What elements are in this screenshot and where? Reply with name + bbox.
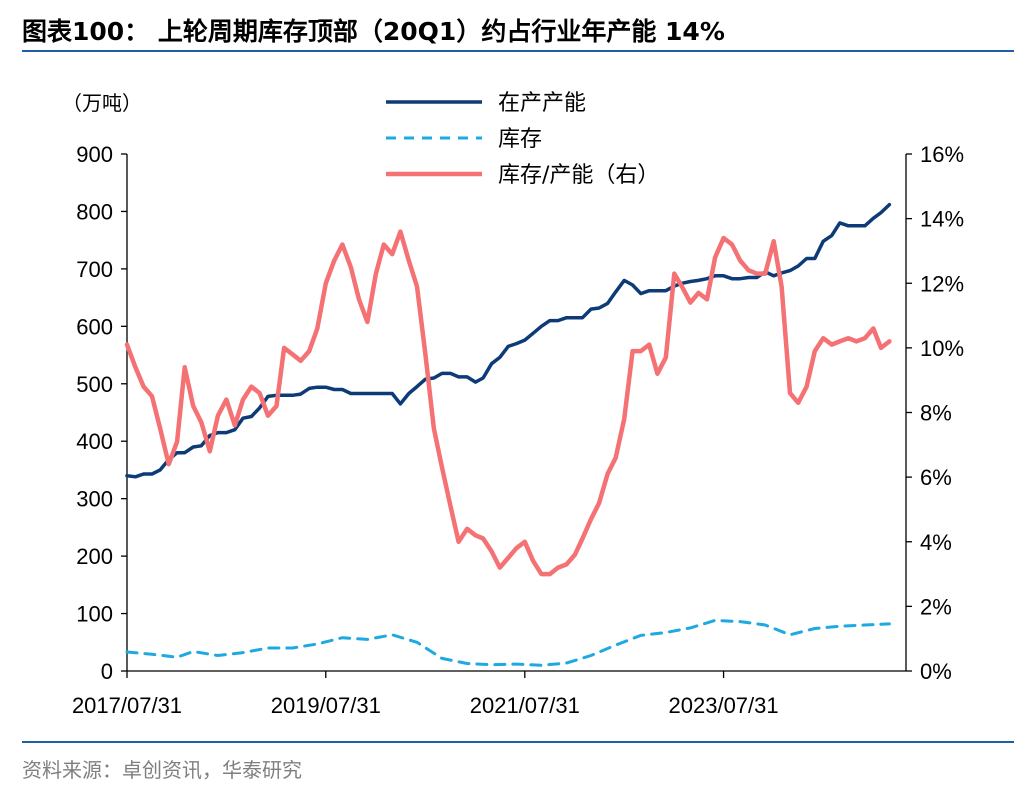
right-tick-label: 4% xyxy=(920,530,952,555)
right-tick-label: 16% xyxy=(920,142,964,167)
title-divider xyxy=(22,50,1014,52)
left-tick-label: 600 xyxy=(76,314,113,339)
left-tick-label: 800 xyxy=(76,199,113,224)
left-tick-label: 500 xyxy=(76,372,113,397)
left-tick-label: 900 xyxy=(76,142,113,167)
right-tick-label: 2% xyxy=(920,594,952,619)
legend-item-ratio-label: 库存/产能（右） xyxy=(498,163,659,188)
legend-item-capacity-label: 在产产能 xyxy=(498,91,586,116)
series-layer xyxy=(124,202,892,667)
series-inventory-ratio-line xyxy=(124,229,892,577)
source-note: 资料来源：卓创资讯，华泰研究 xyxy=(22,758,302,782)
x-tick-label: 2023/07/31 xyxy=(669,693,779,718)
right-tick-label: 14% xyxy=(920,207,964,232)
x-tick-label: 2019/07/31 xyxy=(271,693,381,718)
right-tick-label: 6% xyxy=(920,465,952,490)
series-inventory-line xyxy=(125,618,891,667)
right-tick-label: 12% xyxy=(920,271,964,296)
right-tick-label: 0% xyxy=(920,659,952,684)
right-tick-label: 8% xyxy=(920,401,952,426)
right-tick-label: 10% xyxy=(920,336,964,361)
page-title: 图表100： 上轮周期库存顶部（20Q1）约占行业年产能 14% xyxy=(22,17,725,46)
left-tick-label: 0 xyxy=(101,659,113,684)
chart-canvas: 0 100 200 300 400 500 600 700 800 900 0% 2% 4% 6% 8% 10… xyxy=(62,91,964,718)
left-tick-label: 700 xyxy=(76,257,113,282)
axes-layer: 0 100 200 300 400 500 600 700 800 900 0% 2% 4% 6% 8% 10… xyxy=(72,142,964,718)
legend-item-inventory-label: 库存 xyxy=(498,127,542,152)
x-tick-label: 2021/07/31 xyxy=(470,693,580,718)
left-tick-label: 400 xyxy=(76,429,113,454)
left-tick-label: 100 xyxy=(76,602,113,627)
left-tick-label: 300 xyxy=(76,487,113,512)
x-tick-label: 2017/07/31 xyxy=(72,693,182,718)
source-divider xyxy=(22,741,1014,743)
left-tick-label: 200 xyxy=(76,544,113,569)
left-axis-unit-label: （万吨） xyxy=(62,91,142,115)
